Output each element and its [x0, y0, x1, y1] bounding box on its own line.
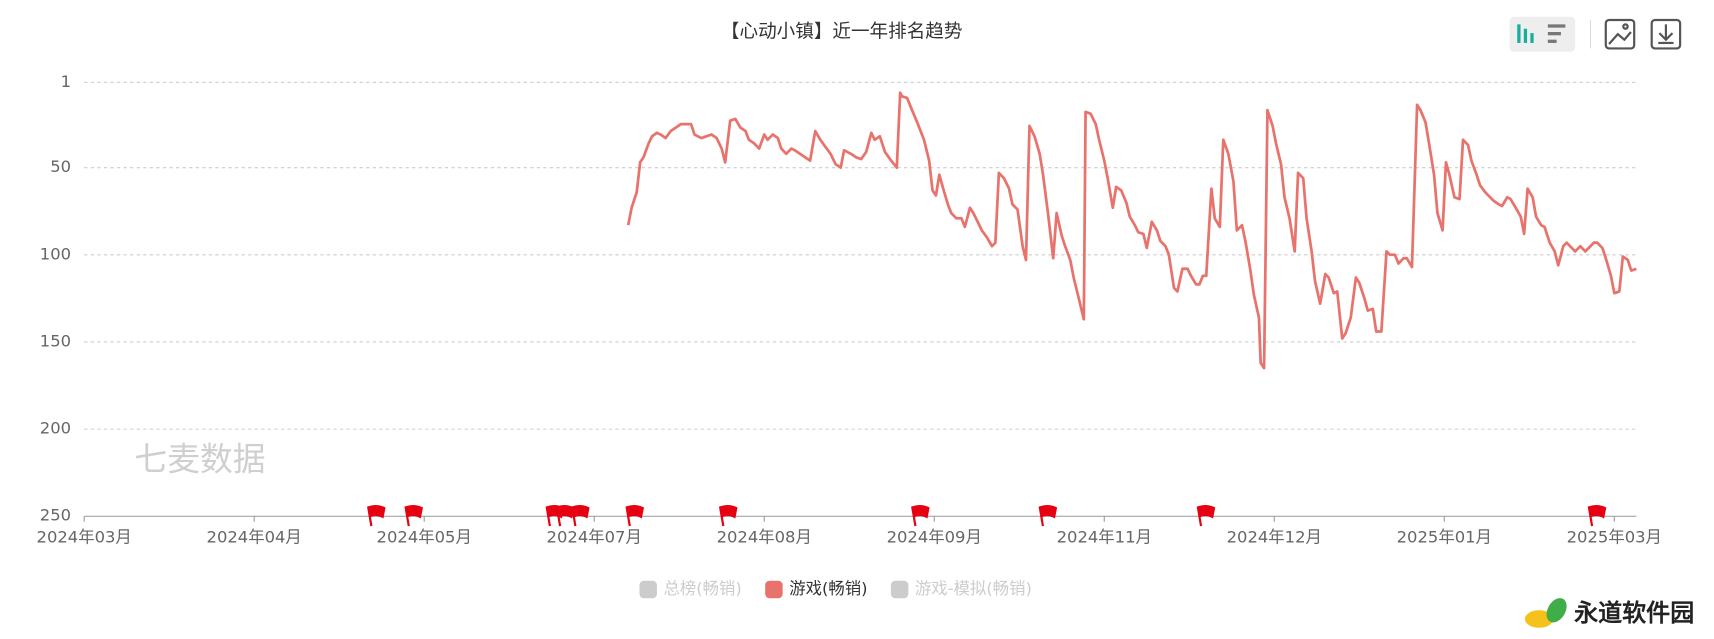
- brand-name: 永道软件园: [1574, 598, 1694, 627]
- event-flag: [1038, 505, 1058, 527]
- legend-item[interactable]: 游戏-模拟(畅销): [890, 579, 1032, 599]
- x-tick-label: 2024年05月: [377, 528, 472, 547]
- download-button[interactable]: [1650, 18, 1682, 50]
- event-flag: [367, 505, 386, 527]
- icon-bar: [1523, 28, 1528, 43]
- flag-pole: [911, 506, 917, 527]
- flag-cloth: [912, 505, 930, 519]
- toolbar: [1509, 16, 1682, 52]
- x-tick-label: 2024年03月: [37, 528, 132, 547]
- flag-pole: [1587, 506, 1594, 527]
- legend-swatch: [890, 580, 909, 599]
- y-tick-label: 1: [61, 72, 71, 91]
- x-tick-label: 2024年09月: [887, 528, 982, 547]
- flag-cloth: [572, 505, 590, 519]
- flag-pole: [404, 506, 410, 527]
- legend-item[interactable]: 总榜(畅销): [639, 579, 742, 599]
- flag-pole: [718, 506, 725, 527]
- legend-label: 游戏-模拟(畅销): [915, 579, 1032, 598]
- flag-cloth: [1197, 505, 1216, 519]
- x-tick-label: 2025年03月: [1567, 528, 1662, 547]
- brand-logo: 永道软件园: [1524, 598, 1694, 628]
- chart-title: 【心动小镇】近一年排名趋势: [721, 22, 963, 43]
- save-image-button[interactable]: [1604, 18, 1636, 50]
- event-flag: [1587, 505, 1607, 527]
- flag-pole: [555, 506, 562, 527]
- icon-bar: [1547, 32, 1561, 36]
- logo-leaf: [1546, 598, 1567, 623]
- icon-bar: [1547, 39, 1557, 43]
- icon-bar: [1547, 24, 1566, 28]
- flag-cloth: [1039, 505, 1058, 519]
- flag-pole: [625, 506, 631, 527]
- icon-bar: [1517, 24, 1521, 43]
- y-tick-label: 150: [40, 331, 71, 350]
- event-flag: [1196, 505, 1216, 527]
- flag-pole: [1196, 506, 1203, 527]
- event-flag: [911, 505, 930, 527]
- flag-pole: [367, 506, 373, 527]
- flag-pole: [571, 506, 577, 527]
- icon-bar: [1530, 33, 1534, 43]
- flag-cloth: [405, 505, 423, 519]
- event-flag: [571, 505, 590, 527]
- flag-pole: [1038, 506, 1045, 527]
- flag-cloth: [1588, 505, 1607, 519]
- legend-label: 总榜(畅销): [664, 579, 742, 598]
- flag-cloth: [626, 505, 645, 519]
- flag-cloth: [720, 505, 738, 519]
- y-tick-label: 200: [40, 419, 71, 438]
- x-tick-label: 2024年11月: [1057, 528, 1152, 547]
- x-tick-label: 2024年12月: [1227, 528, 1322, 547]
- y-tick-label: 250: [40, 506, 71, 525]
- event-flag: [625, 505, 645, 527]
- watermark: 七麦数据: [134, 441, 265, 479]
- legend-label: 游戏(畅销): [789, 579, 867, 598]
- legend-swatch: [639, 580, 657, 599]
- event-flag: [404, 505, 423, 527]
- event-flag: [718, 505, 738, 527]
- flag-cloth: [556, 505, 575, 519]
- event-flag: [555, 505, 575, 527]
- y-tick-label: 100: [40, 244, 71, 263]
- flag-cloth: [368, 505, 386, 519]
- logo-leaf: [1524, 610, 1554, 628]
- flag-pole: [545, 506, 551, 527]
- legend-swatch: [765, 580, 783, 599]
- series-line: [626, 91, 1637, 370]
- x-tick-label: 2024年04月: [207, 528, 302, 547]
- y-tick-label: 50: [50, 157, 71, 176]
- legend-item[interactable]: 游戏(畅销): [765, 579, 868, 599]
- x-tick-label: 2025年01月: [1397, 528, 1492, 547]
- x-tick-label: 2024年08月: [717, 528, 812, 547]
- x-tick-label: 2024年07月: [547, 528, 642, 547]
